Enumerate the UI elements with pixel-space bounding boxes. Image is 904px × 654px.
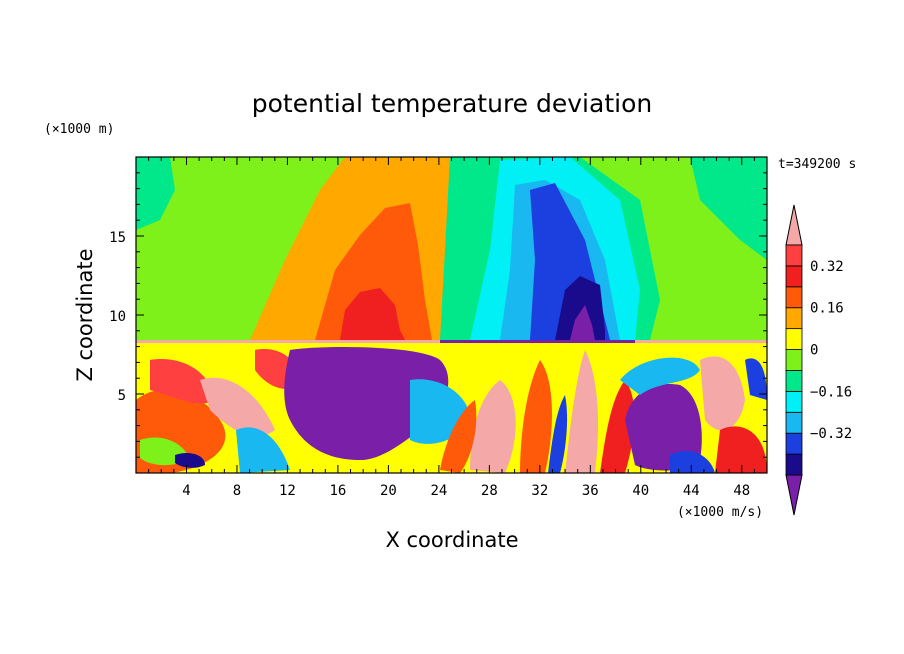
cold-plume-19 [284, 347, 449, 460]
y-tick-label: 10 [109, 309, 126, 325]
cold-streak-34 [548, 395, 568, 473]
warm-streak-38 [600, 380, 635, 473]
warm-plume-30 [470, 380, 516, 473]
warm-plume-35 [565, 350, 598, 473]
colorbar-segment [785, 411, 803, 434]
interface-stripe-cold [440, 340, 635, 343]
colorbar: 0.32 0.16 0 −0.16 −0.32 [785, 204, 852, 516]
colorbar-segment [785, 307, 803, 330]
warm-core [340, 288, 405, 340]
colorbar-segment [785, 244, 803, 267]
time-label: t=349200 s [778, 157, 856, 172]
y-unit-label: (×1000 m) [44, 122, 114, 137]
warm-blob-right [700, 356, 745, 431]
hot-blob-left [200, 377, 275, 437]
upper-layer-contours [136, 157, 767, 340]
warm-blob-right-2 [715, 426, 767, 473]
colorbar-segment [785, 265, 803, 288]
warm-plume-29 [440, 400, 477, 473]
x-unit-label: (×1000 m/s) [677, 505, 763, 520]
colorbar-segment [785, 349, 803, 371]
contour-field [136, 157, 767, 473]
colorbar-segment [785, 453, 803, 476]
colorbar-segment [785, 328, 803, 350]
y-axis-ticks: 5 10 15 [109, 156, 767, 474]
cold-spot-right [745, 358, 767, 400]
x-tick-label: 20 [380, 483, 397, 499]
x-tick-label: 44 [683, 483, 700, 499]
cold-spot-left [175, 453, 205, 468]
warm-band-3 [315, 203, 432, 340]
x-tick-label: 24 [430, 483, 447, 499]
chart-title: potential temperature deviation [252, 89, 652, 118]
colorbar-label: 0.16 [810, 301, 844, 317]
y-tick-label: 15 [109, 230, 126, 246]
x-axis-ticks: 4 8 12 16 20 24 28 32 36 40 44 48 [135, 157, 768, 499]
x-tick-label: 28 [481, 483, 498, 499]
y-tick-label: 5 [118, 388, 126, 404]
cold-core-inner [570, 305, 595, 340]
cold-plume-42 [625, 384, 702, 471]
x-tick-label: 48 [733, 483, 750, 499]
x-tick-label: 8 [233, 483, 241, 499]
band-left [136, 157, 175, 230]
x-tick-label: 4 [182, 483, 190, 499]
colorbar-max-triangle [785, 204, 803, 246]
band-right [690, 157, 767, 260]
x-tick-label: 12 [279, 483, 296, 499]
colorbar-segment [785, 390, 803, 413]
colorbar-segment [785, 432, 803, 455]
cold-core [555, 276, 605, 340]
colorbar-label: 0 [810, 343, 818, 359]
colorbar-label: 0.32 [810, 259, 844, 275]
colorbar-label: −0.16 [810, 384, 852, 400]
colorbar-segment [785, 286, 803, 309]
cold-edge-42 [620, 357, 700, 395]
x-tick-label: 36 [582, 483, 599, 499]
colorbar-min-triangle [785, 474, 803, 516]
lower-layer-contours [136, 340, 767, 473]
colorbar-segment [785, 370, 803, 392]
warm-plume-32 [520, 360, 552, 473]
cold-blob-left [236, 427, 290, 473]
x-tick-label: 16 [329, 483, 346, 499]
x-axis-label: X coordinate [385, 528, 518, 552]
warm-blob-left-2 [150, 359, 215, 404]
colorbar-label: −0.32 [810, 426, 852, 442]
y-axis-label: Z coordinate [73, 248, 97, 381]
cold-base-right [670, 451, 715, 473]
x-tick-label: 40 [632, 483, 649, 499]
x-tick-label: 32 [531, 483, 548, 499]
